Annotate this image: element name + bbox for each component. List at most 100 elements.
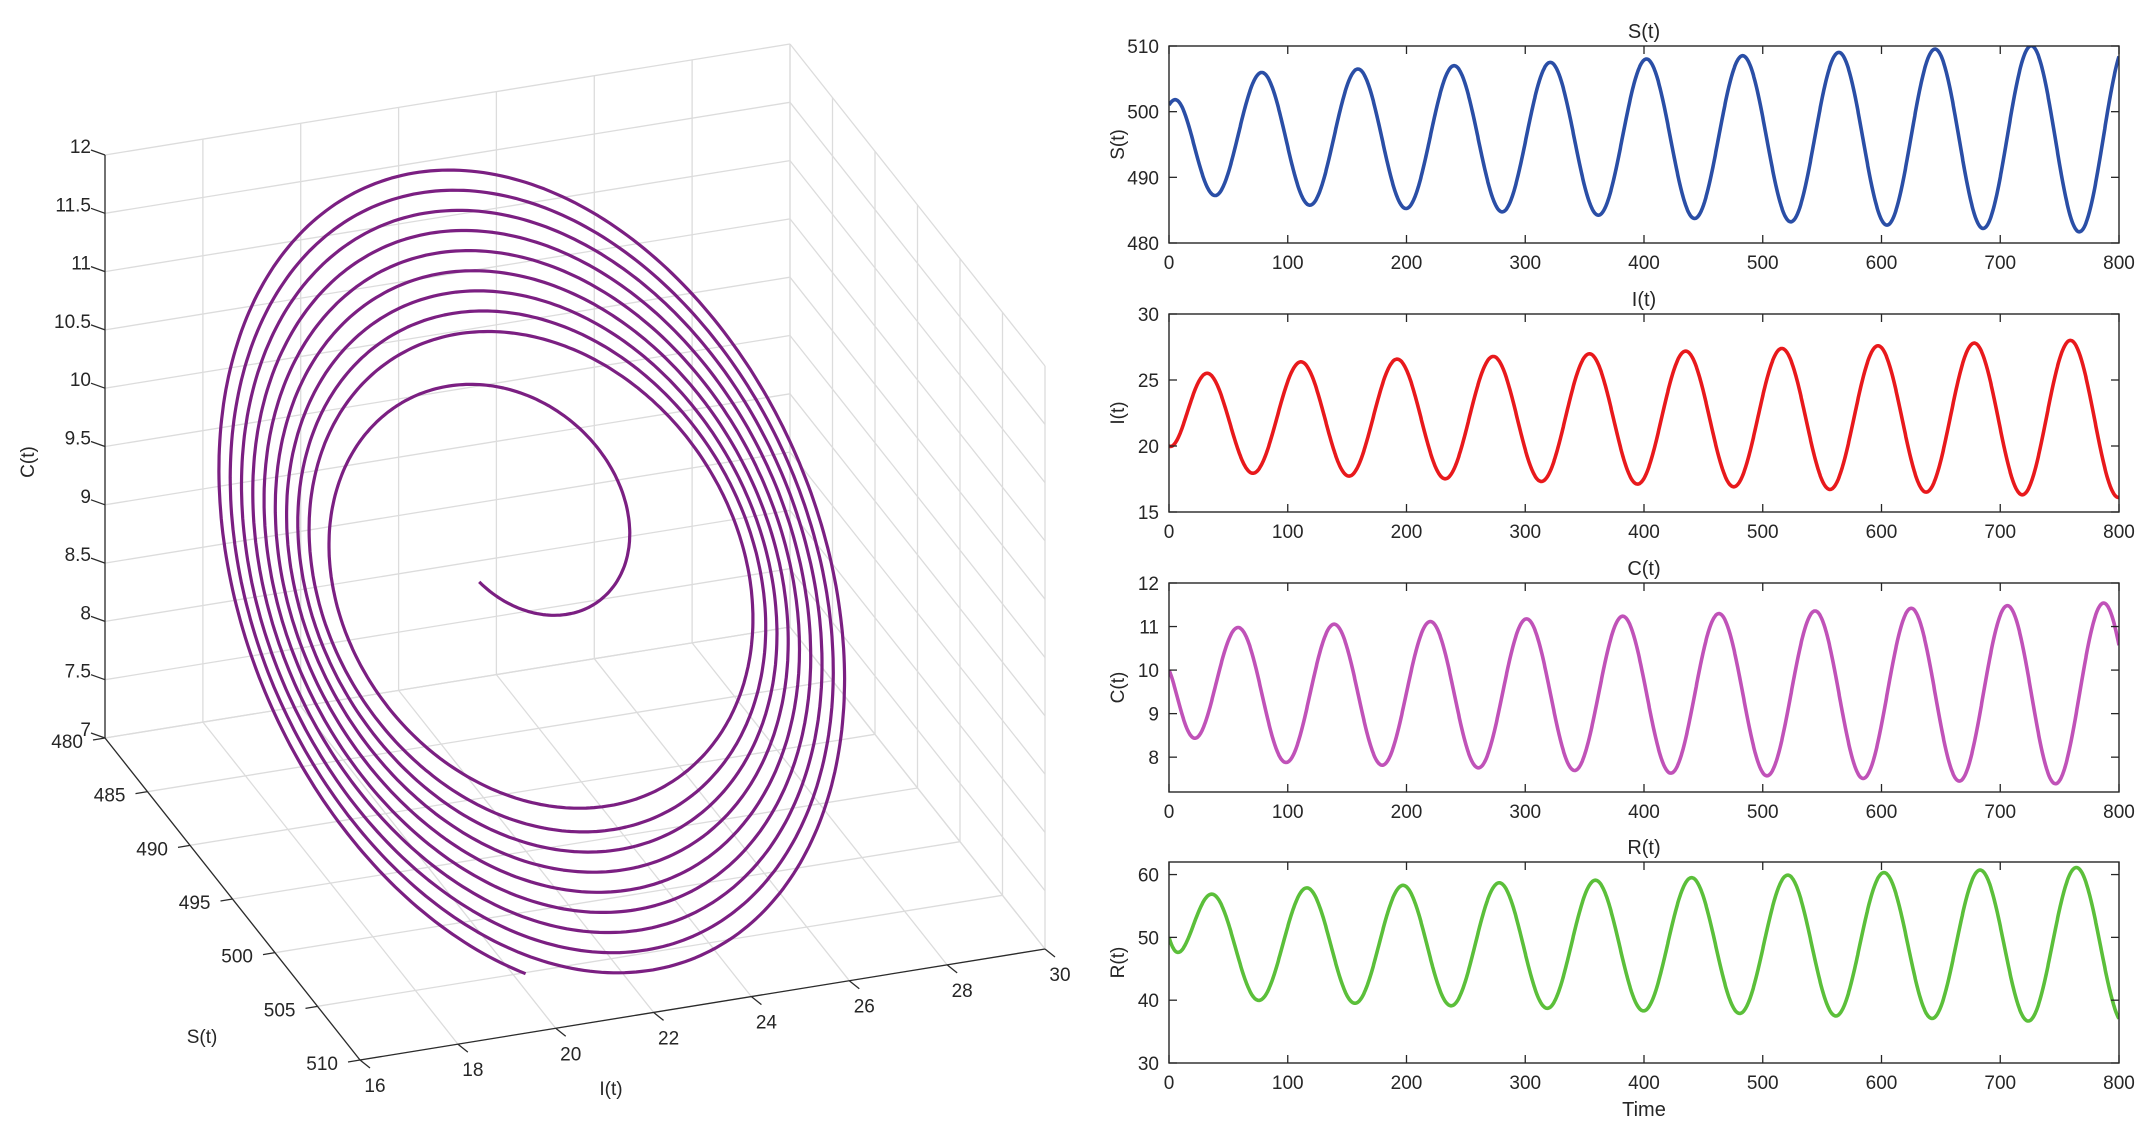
x-tick-label: 20	[560, 1044, 581, 1065]
x-tick-label: 100	[1272, 522, 1304, 543]
z-tick	[90, 674, 106, 681]
x-tick-label: 0	[1164, 253, 1175, 274]
z-tick	[90, 499, 106, 506]
x-tick-label: 24	[756, 1013, 778, 1034]
x-tick-label: 800	[2103, 253, 2135, 274]
x-tick-label: 0	[1164, 802, 1175, 823]
side-wall-grid-line	[789, 276, 1046, 600]
y-tick-label: 500	[221, 947, 253, 968]
x-tick-label: 100	[1272, 1073, 1304, 1094]
z-tick-label: 11	[71, 254, 91, 275]
y-tick-label: 30	[1138, 305, 1159, 326]
back-wall-grid-line	[104, 334, 791, 448]
floor-grid-line	[317, 894, 1003, 1007]
z-tick	[90, 265, 106, 273]
x-tick-label: 0	[1164, 522, 1175, 543]
y-tick	[347, 1059, 361, 1063]
panel-title: S(t)	[1628, 21, 1660, 43]
x-tick-label: 300	[1509, 253, 1541, 274]
y-tick-label: 510	[1127, 37, 1159, 58]
z-tick-label: 7.5	[65, 662, 91, 683]
x-tick-label: 600	[1866, 1073, 1898, 1094]
x-tick-label: 600	[1866, 802, 1898, 823]
x-tick-label: 100	[1272, 253, 1304, 274]
back-wall-grid-line	[104, 218, 791, 331]
y-tick-label: 40	[1138, 991, 1159, 1012]
x-tick-label: 500	[1747, 522, 1779, 543]
back-wall-grid-line	[104, 509, 791, 623]
z-tick-label: 8	[80, 603, 91, 624]
z-tick-label: 11.5	[55, 195, 91, 216]
z-tick-label: 8.5	[65, 545, 91, 566]
x-tick-label: 400	[1628, 253, 1660, 274]
floor-grid-line	[147, 680, 833, 793]
y-tick-label: 490	[136, 839, 168, 860]
y-tick-label: 30	[1138, 1054, 1159, 1075]
side-wall-grid-line	[789, 451, 1046, 775]
z-axis-label: C(t)	[18, 446, 39, 478]
x-tick-label: 100	[1272, 802, 1304, 823]
z-tick	[90, 207, 106, 214]
x-tick-label: 200	[1391, 802, 1423, 823]
i-time-series-panel: 0 100 200 300 400 500 600 700 800 15 20 25 30 I(t) I(t…	[1108, 289, 2135, 543]
y-axis-label: I(t)	[1108, 401, 1129, 424]
x-tick-label: 200	[1391, 253, 1423, 274]
z-tick-label: 10	[70, 370, 91, 391]
y-tick-label: 500	[1127, 103, 1159, 124]
z-tick	[90, 615, 106, 623]
y-tick-label: 8	[1148, 748, 1159, 769]
y-tick-label: 9	[1148, 705, 1159, 726]
axes-box	[1168, 45, 2120, 244]
back-wall-grid-line	[104, 101, 791, 214]
back-wall-grid-line	[104, 626, 791, 739]
y-axis-label: S(t)	[187, 1027, 218, 1048]
z-tick-label: 9	[80, 487, 91, 508]
y-tick-label: 10	[1138, 661, 1159, 682]
x-tick-label: 300	[1509, 1073, 1541, 1094]
floor-grid-line	[274, 841, 961, 954]
side-wall-grid-line	[789, 393, 1046, 717]
y-tick	[220, 898, 233, 902]
x-tick-label: 16	[364, 1076, 385, 1097]
r-time-series-panel: 0 100 200 300 400 500 600 700 800 30 40 50 60 R(t) R(t…	[1108, 837, 2135, 1121]
y-axis-label: S(t)	[1108, 129, 1129, 160]
y-tick	[135, 791, 148, 795]
z-tick-label: 10.5	[54, 312, 91, 333]
series-line	[1169, 338, 2119, 500]
x-tick-label: 200	[1391, 1073, 1423, 1094]
y-axis-label: R(t)	[1108, 947, 1129, 979]
c-time-series-panel: 0 100 200 300 400 500 600 700 800 8 9 10 11 12 C(t) C(t…	[1108, 558, 2135, 823]
x-tick-label: 0	[1164, 1073, 1175, 1094]
x-tick	[1044, 948, 1056, 958]
x-tick-label: 30	[1049, 965, 1070, 986]
y-tick-label: 50	[1138, 928, 1159, 949]
y-tick	[177, 844, 191, 848]
x-tick-label: 500	[1747, 802, 1779, 823]
x-tick-label: 300	[1509, 522, 1541, 543]
z-tick-label: 12	[70, 137, 91, 158]
x-tick-label: 300	[1509, 802, 1541, 823]
x-tick-label: 28	[952, 981, 973, 1002]
x-tick-label: 26	[854, 997, 875, 1018]
y-tick-label: 480	[51, 732, 83, 753]
y-tick-label: 480	[1127, 234, 1159, 255]
x-tick-label: 200	[1391, 522, 1423, 543]
panel-title: C(t)	[1627, 558, 1660, 580]
z-tick-label: 9.5	[65, 429, 91, 450]
back-wall-grid-line	[104, 451, 791, 564]
z-tick	[90, 557, 106, 564]
x-tick	[946, 964, 958, 974]
z-tick	[90, 440, 106, 448]
floor-grid-line	[189, 733, 876, 846]
side-wall-grid-line	[789, 335, 1046, 658]
x-tick	[653, 1011, 664, 1021]
x-tick-label: 600	[1866, 253, 1898, 274]
x-tick	[848, 980, 860, 990]
x-tick	[555, 1027, 567, 1037]
y-tick-label: 15	[1138, 503, 1159, 524]
back-wall-grid-line	[104, 568, 791, 681]
trajectory-line	[217, 168, 847, 976]
x-tick	[457, 1043, 469, 1053]
x-tick-label: 500	[1747, 253, 1779, 274]
